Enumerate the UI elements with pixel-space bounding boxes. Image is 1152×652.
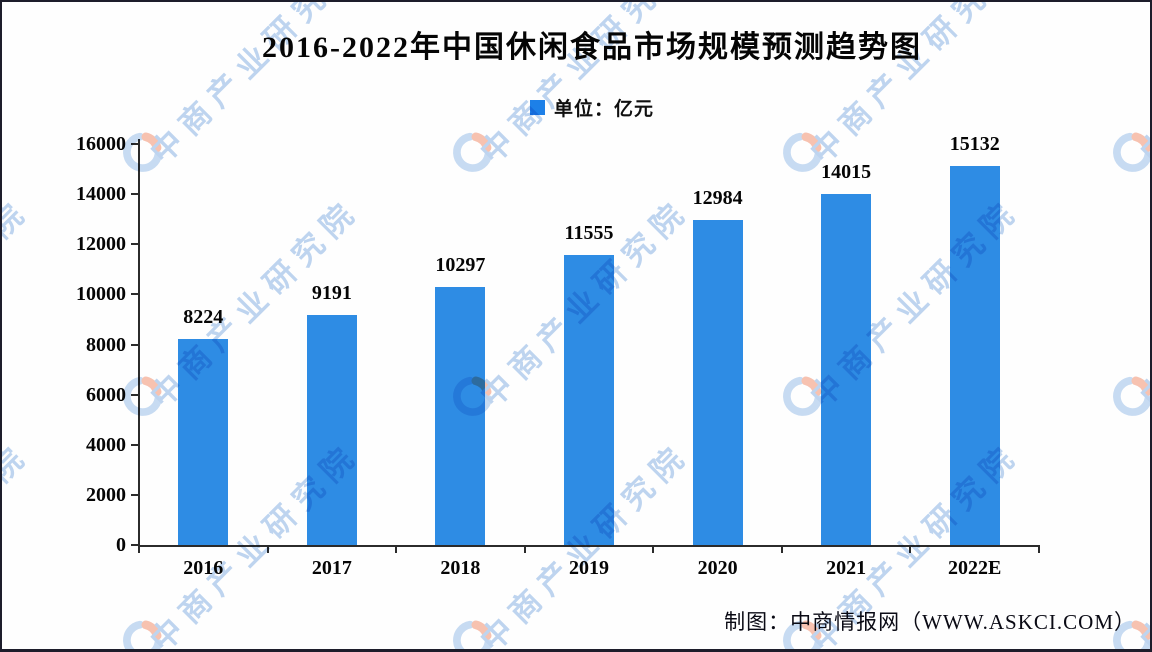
x-axis-category-label: 2019 xyxy=(569,557,609,579)
y-axis-tick xyxy=(131,343,139,346)
y-axis-tick-label: 2000 xyxy=(86,483,126,506)
x-axis-tick xyxy=(395,545,398,553)
chart-title: 2016-2022年中国休闲食品市场规模预测趋势图 xyxy=(262,31,922,64)
x-axis-category-label: 2017 xyxy=(311,557,352,579)
bar-value-label: 11555 xyxy=(564,222,614,245)
y-axis-tick-label: 6000 xyxy=(86,383,126,406)
y-axis-tick-label: 4000 xyxy=(86,433,126,456)
y-axis-line xyxy=(138,139,140,547)
x-axis-tick xyxy=(266,545,269,553)
x-axis-category-label: 2022E xyxy=(948,557,1002,579)
y-axis-tick-label: 14000 xyxy=(76,183,126,206)
y-axis-tick xyxy=(131,293,139,296)
bar-2022E xyxy=(949,165,1000,545)
x-axis-tick xyxy=(909,545,912,553)
x-axis-category-label: 2018 xyxy=(440,557,481,579)
bar-2020 xyxy=(692,219,743,545)
y-axis-tick-label: 12000 xyxy=(76,233,126,256)
y-axis-tick-label: 10000 xyxy=(76,283,126,306)
bar-value-label: 10297 xyxy=(435,253,486,276)
x-axis-tick xyxy=(523,545,526,553)
x-axis-tick xyxy=(780,545,783,553)
y-axis-tick xyxy=(131,443,139,446)
bar-value-label: 12984 xyxy=(692,186,743,209)
bar-2016 xyxy=(178,338,229,545)
bar-value-label: 9191 xyxy=(311,281,352,304)
chart-source-credit: 制图：中商情报网（WWW.ASKCI.COM） xyxy=(724,610,1136,634)
y-axis-tick-label: 16000 xyxy=(76,133,126,155)
bar-2018 xyxy=(435,286,486,545)
legend: 单位：亿元 xyxy=(122,94,1062,121)
bar-2019 xyxy=(564,255,614,545)
legend-label: 单位：亿元 xyxy=(553,99,654,120)
legend-marker-icon xyxy=(529,100,545,115)
bar-value-label: 15132 xyxy=(949,132,1000,155)
y-axis-tick xyxy=(131,193,139,196)
x-axis-category-label: 2016 xyxy=(183,557,224,579)
bar-value-label: 8224 xyxy=(183,305,224,328)
y-axis-tick xyxy=(131,493,139,496)
x-axis-tick xyxy=(138,545,140,553)
bar-2021 xyxy=(821,193,872,545)
y-axis-tick-label: 8000 xyxy=(86,333,126,356)
y-axis-tick-label: 0 xyxy=(116,534,126,556)
x-axis-tick xyxy=(652,545,655,553)
y-axis-tick xyxy=(131,243,139,246)
y-axis-tick xyxy=(131,544,139,546)
x-axis-category-label: 2020 xyxy=(697,557,738,579)
x-axis-category-label: 2021 xyxy=(826,557,867,579)
bar-2017 xyxy=(306,314,357,545)
bar-value-label: 14015 xyxy=(821,160,872,183)
x-axis-line xyxy=(138,545,1040,547)
x-axis-tick xyxy=(1038,545,1040,553)
